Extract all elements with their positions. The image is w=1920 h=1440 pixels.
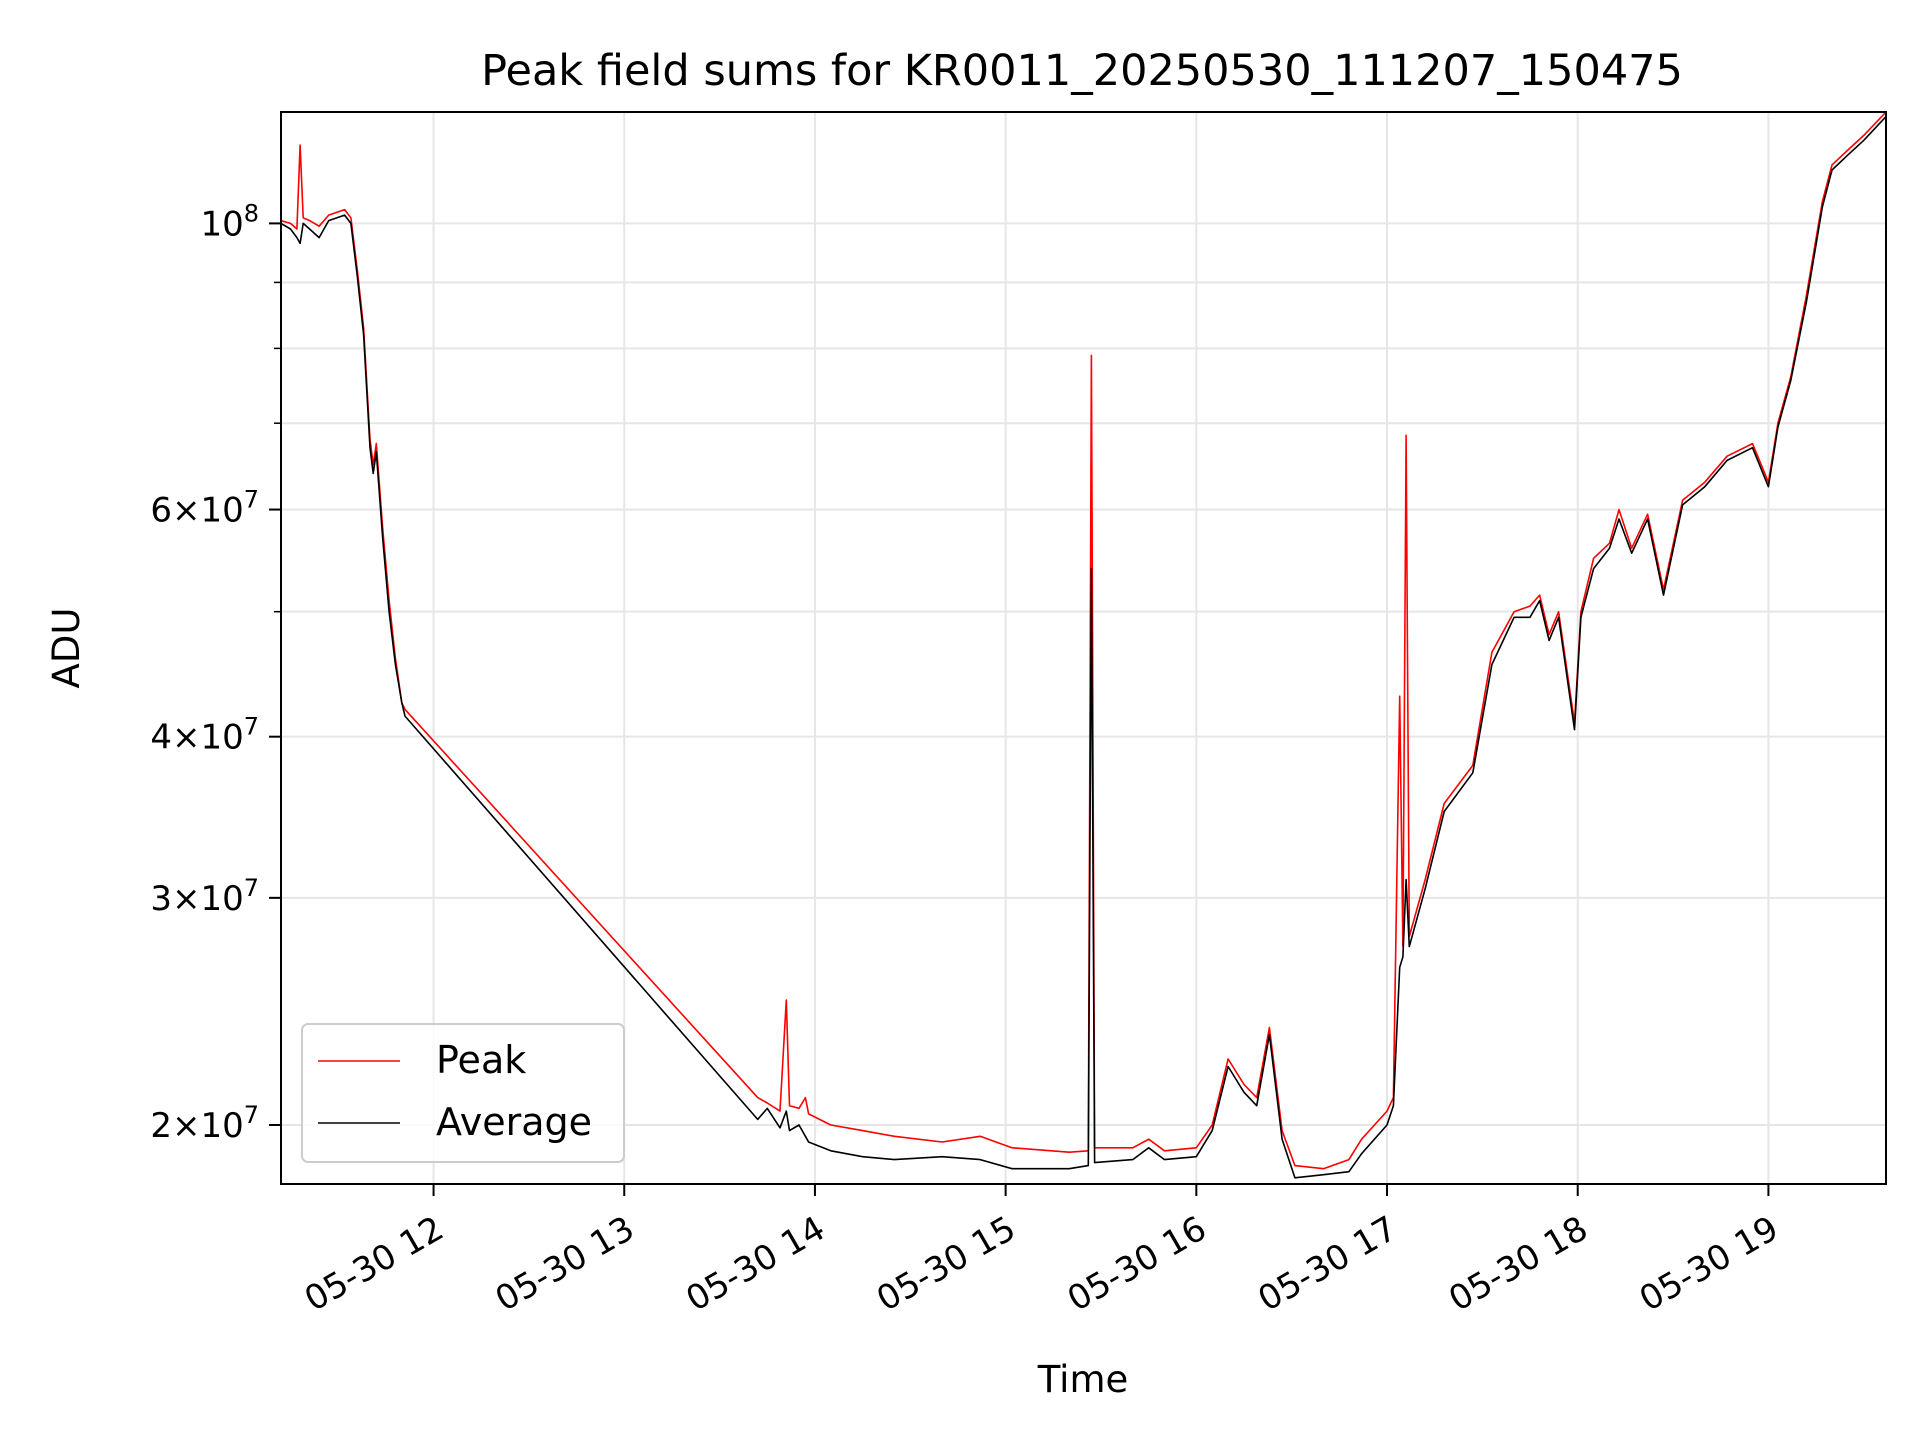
series-line-average <box>280 116 1887 1179</box>
legend-label-peak: Peak <box>436 1038 526 1082</box>
legend-label-average: Average <box>436 1100 592 1144</box>
legend: Peak Average <box>301 1023 625 1163</box>
y-axis-label: ADU <box>45 608 88 689</box>
y-tick-label: 6×107 <box>150 486 259 531</box>
chart-title: Peak field sums for KR0011_20250530_1112… <box>481 46 1683 96</box>
grid-lines <box>281 112 1886 1184</box>
y-tick-label: 3×107 <box>150 874 259 919</box>
legend-box <box>301 1023 625 1163</box>
y-tick-label: 108 <box>200 199 259 244</box>
plot-series <box>280 111 1887 1179</box>
x-axis-label: Time <box>1037 1358 1129 1401</box>
y-tick-label: 2×107 <box>150 1101 259 1146</box>
y-tick-label: 4×107 <box>150 713 259 758</box>
plot-frame <box>280 111 1887 1185</box>
y-axis: 2×107 3×107 4×107 6×107 108 <box>150 199 281 1146</box>
